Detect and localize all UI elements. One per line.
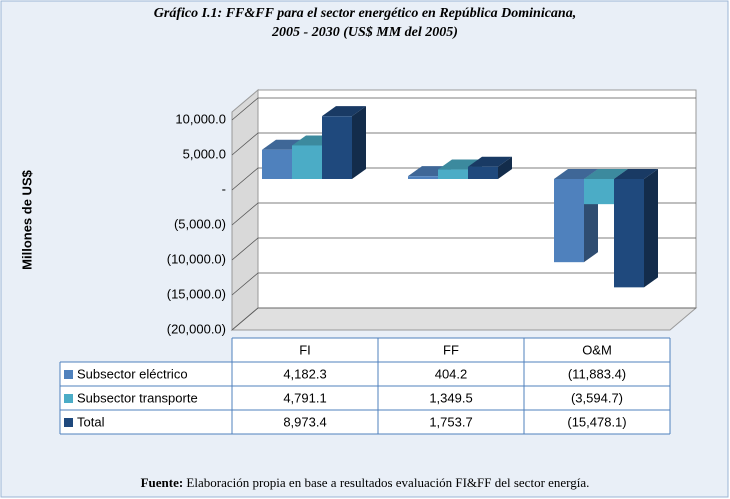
table-value: 404.2: [435, 366, 468, 381]
grid-line: [231, 272, 696, 296]
bar-top: [554, 169, 598, 179]
bar: [322, 116, 352, 179]
y-tick-label: (20,000.0): [167, 321, 226, 336]
chart-title: 2005 - 2030 (US$ MM del 2005): [271, 25, 458, 40]
x-tick-label: FF: [443, 342, 459, 357]
table-value: 1,753.7: [429, 414, 472, 429]
chart-title: Gráfico I.1: FF&FF para el sector energé…: [154, 6, 576, 21]
table-header-bg: [232, 338, 670, 362]
grid-line: [231, 307, 696, 331]
legend-label: Subsector transporte: [77, 390, 198, 405]
legend-swatch: [64, 370, 73, 379]
y-tick-label: -: [222, 181, 226, 196]
grid-line: [231, 132, 696, 156]
source-text: Elaboración propia en base a resultados …: [186, 475, 589, 490]
bar: [614, 179, 644, 288]
table-value: (3,594.7): [571, 390, 623, 405]
x-tick-label: O&M: [582, 342, 612, 357]
y-axis-label: Millones de US$: [19, 169, 34, 269]
grid-line: [231, 167, 696, 191]
table-bg: [60, 362, 670, 434]
bar: [262, 149, 292, 179]
y-tick-label: (15,000.0): [167, 286, 226, 301]
table-value: (15,478.1): [567, 414, 626, 429]
bar: [468, 166, 498, 179]
bar-side: [352, 106, 366, 179]
source-label: Fuente:: [141, 475, 184, 490]
grid-line: [231, 202, 696, 226]
table-value: 4,791.1: [283, 390, 326, 405]
grid-line: [231, 97, 696, 121]
y-tick-label: (5,000.0): [174, 216, 226, 231]
y-tick-label: 5,000.0: [183, 146, 226, 161]
x-tick-label: FI: [299, 342, 311, 357]
bar: [554, 179, 584, 263]
bar-top: [614, 169, 658, 179]
y-tick-label: 10,000.0: [175, 111, 226, 126]
source: Fuente: Elaboración propia en base a res…: [141, 475, 590, 490]
legend-swatch: [64, 394, 73, 403]
legend-label: Subsector eléctrico: [77, 366, 188, 381]
table-value: 1,349.5: [429, 390, 472, 405]
table-value: 8,973.4: [283, 414, 326, 429]
grid-line: [231, 237, 696, 261]
side-wall: [231, 88, 259, 332]
bar-top: [322, 106, 366, 117]
table-value: (11,883.4): [568, 366, 626, 381]
bar-side: [644, 169, 658, 288]
legend-swatch: [64, 418, 73, 427]
bar-top: [468, 156, 512, 167]
bar: [584, 179, 614, 205]
bar: [408, 176, 438, 179]
bar: [292, 145, 322, 179]
bar-side: [498, 156, 512, 179]
y-tick-label: (10,000.0): [167, 251, 226, 266]
floor: [230, 307, 698, 331]
bar: [438, 169, 468, 179]
table-value: 4,182.3: [283, 366, 326, 381]
legend-label: Total: [77, 414, 105, 429]
bar-top: [584, 169, 628, 179]
